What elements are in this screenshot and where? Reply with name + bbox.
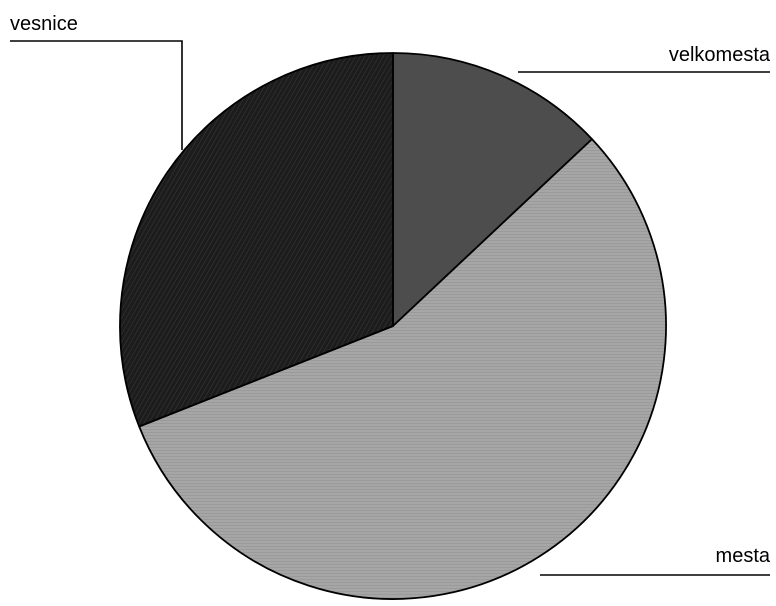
pie-slices	[119, 52, 667, 600]
pie-slice-mesta	[138, 138, 667, 600]
label-mesta: mesta	[716, 545, 771, 567]
label-vesnice: vesnice	[10, 13, 78, 35]
leader-line-vesnice	[10, 40, 183, 150]
pie-slice-vesnice	[119, 52, 394, 428]
pie-slice-velkomesta	[392, 52, 593, 327]
slice-labels: velkomesta mesta vesnice	[10, 13, 771, 567]
leader-lines	[10, 40, 770, 576]
label-velkomesta: velkomesta	[669, 44, 771, 66]
